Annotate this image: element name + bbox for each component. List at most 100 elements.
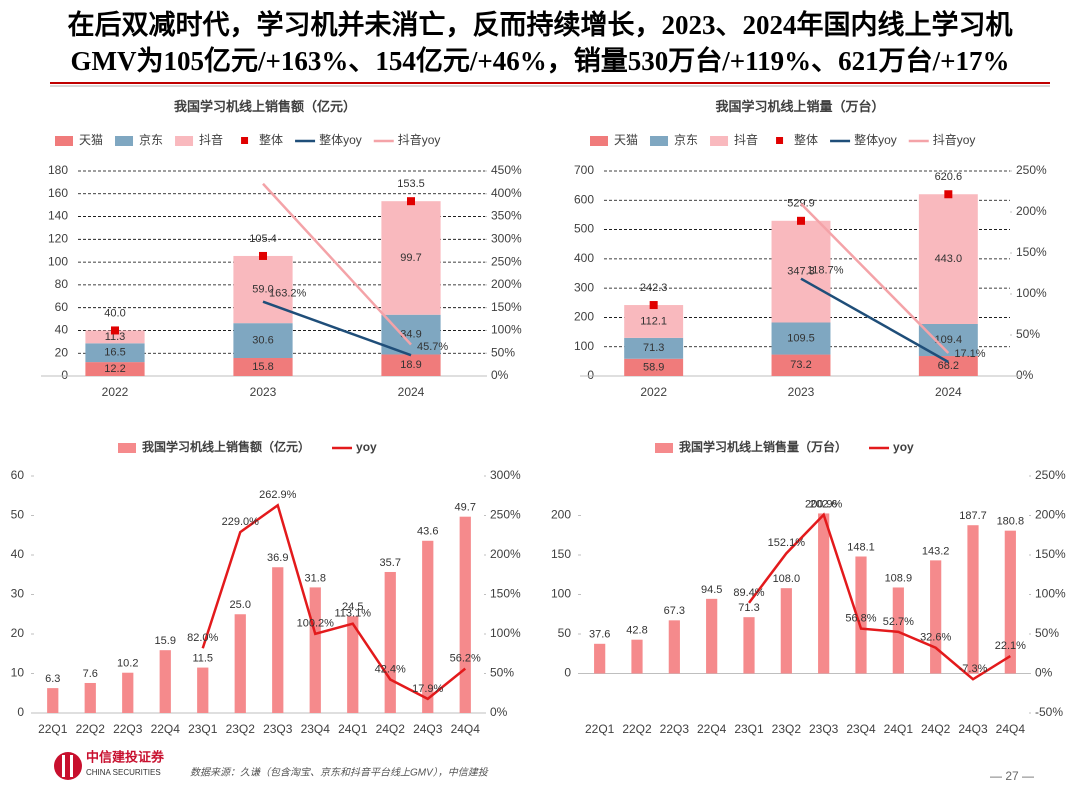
x-tick-label: 24Q2 [376,722,406,736]
data-label: 15.8 [252,361,273,373]
y2-tick-label: 150% [1035,547,1066,561]
bar [84,682,96,713]
header-title: 在后双减时代，学习机并未消亡，反而持续增长，2023、2024年国内线上学习机 [68,9,1013,40]
x-tick-label: 23Q2 [226,722,256,736]
bar [197,667,209,713]
x-tick-label: 2024 [398,385,425,399]
legend-label: 京东 [139,133,163,147]
y-tick-label: 600 [574,192,594,206]
data-label: 17.9% [412,683,443,695]
data-label: 105.4 [249,233,277,245]
page-number: — 27 — [990,769,1034,783]
y-tick-label: 40 [55,323,69,337]
data-label: 59.0 [252,283,273,295]
x-tick-label: 23Q1 [734,722,764,736]
data-label: 443.0 [935,253,963,265]
data-label: 109.4 [935,334,963,346]
legend-label: yoy [893,440,914,454]
data-label: 45.7% [417,341,448,353]
data-label: 262.9% [259,489,297,501]
data-label: 36.9 [267,552,288,564]
data-label: 56.8% [845,613,876,625]
data-label: 43.6 [417,526,438,538]
data-label: 30.6 [252,334,273,346]
bar [85,330,145,344]
line [262,300,412,357]
y-tick-label: 60 [11,468,25,482]
total-marker [111,326,119,335]
data-label: 73.2 [790,359,811,371]
chart-title: 我国学习机线上销量（万台） [715,99,884,114]
y-tick-label: 140 [48,209,68,223]
x-tick-label: 24Q4 [996,722,1026,736]
line [748,512,1011,681]
x-tick-label: 2023 [250,385,277,399]
total-marker [797,216,805,225]
legend-swatch [590,136,608,146]
y2-tick-label: 50% [491,345,515,359]
y2-tick-label: 50% [490,666,514,680]
logo: 中信建投证券 CHINA SECURITIES [54,749,165,780]
data-label: 163.2% [269,288,307,300]
bar [930,560,942,674]
y2-tick-label: 0% [1035,666,1053,680]
data-label: 109.5 [787,332,815,344]
data-label: 152.1% [768,537,806,549]
data-label: 108.0 [773,573,801,585]
bar [780,588,792,674]
data-label: 529.9 [787,198,815,210]
y-tick-label: 180 [48,163,68,177]
bar [347,616,359,713]
bar [743,617,755,674]
data-label: 25.0 [230,599,251,611]
x-tick-label: 24Q4 [451,722,481,736]
y-tick-label: 300 [574,280,594,294]
y2-tick-label: 0% [490,705,508,719]
x-tick-label: 24Q3 [413,722,443,736]
y-tick-label: 100 [574,339,594,353]
bar [706,598,718,674]
bar [272,567,284,713]
y2-tick-label: 100% [1035,587,1066,601]
legend-swatch [118,443,136,453]
x-tick-label: 2022 [640,385,667,399]
bar [47,688,59,713]
logo-en: CHINA SECURITIES [86,768,161,777]
y-tick-label: 0 [587,368,594,382]
y-tick-label: 50 [558,626,572,640]
y-tick-label: 120 [48,232,68,246]
data-label: 94.5 [701,584,722,596]
line [800,277,949,364]
legend-swatch [650,136,669,146]
y-tick-label: 100 [551,587,571,601]
data-label: 34.9 [400,329,421,341]
x-tick-label: 24Q2 [921,722,951,736]
legend-label: 我国学习机线上销售量（万台） [679,439,847,454]
x-tick-label: 23Q3 [263,722,293,736]
total-marker [649,301,658,310]
y2-tick-label: 400% [491,186,522,200]
y2-tick-label: 300% [491,232,522,246]
x-tick-label: 23Q4 [846,722,876,736]
data-label: 58.9 [643,361,664,373]
data-label: 17.1% [954,348,985,360]
y-tick-label: 40 [11,547,25,561]
bar [818,513,830,674]
x-tick-label: 22Q2 [622,722,652,736]
legend-swatch [115,136,134,146]
data-label: 200.9% [805,499,843,511]
source-note: 数据来源：久谦（包含淘宝、京东和抖音平台线上GMV），中信建投 [190,767,489,779]
y-tick-label: 100 [48,254,68,268]
data-label: 49.7 [455,502,476,514]
bar [122,672,134,713]
data-label: 100.2% [297,618,335,630]
data-label: 68.2 [938,360,959,372]
x-tick-label: 2024 [935,385,962,399]
y-tick-label: 200 [574,310,594,324]
data-label: 620.6 [935,171,963,183]
y2-tick-label: 300% [490,468,521,482]
line [262,182,412,346]
y-tick-label: 0 [564,666,571,680]
line [201,503,467,701]
